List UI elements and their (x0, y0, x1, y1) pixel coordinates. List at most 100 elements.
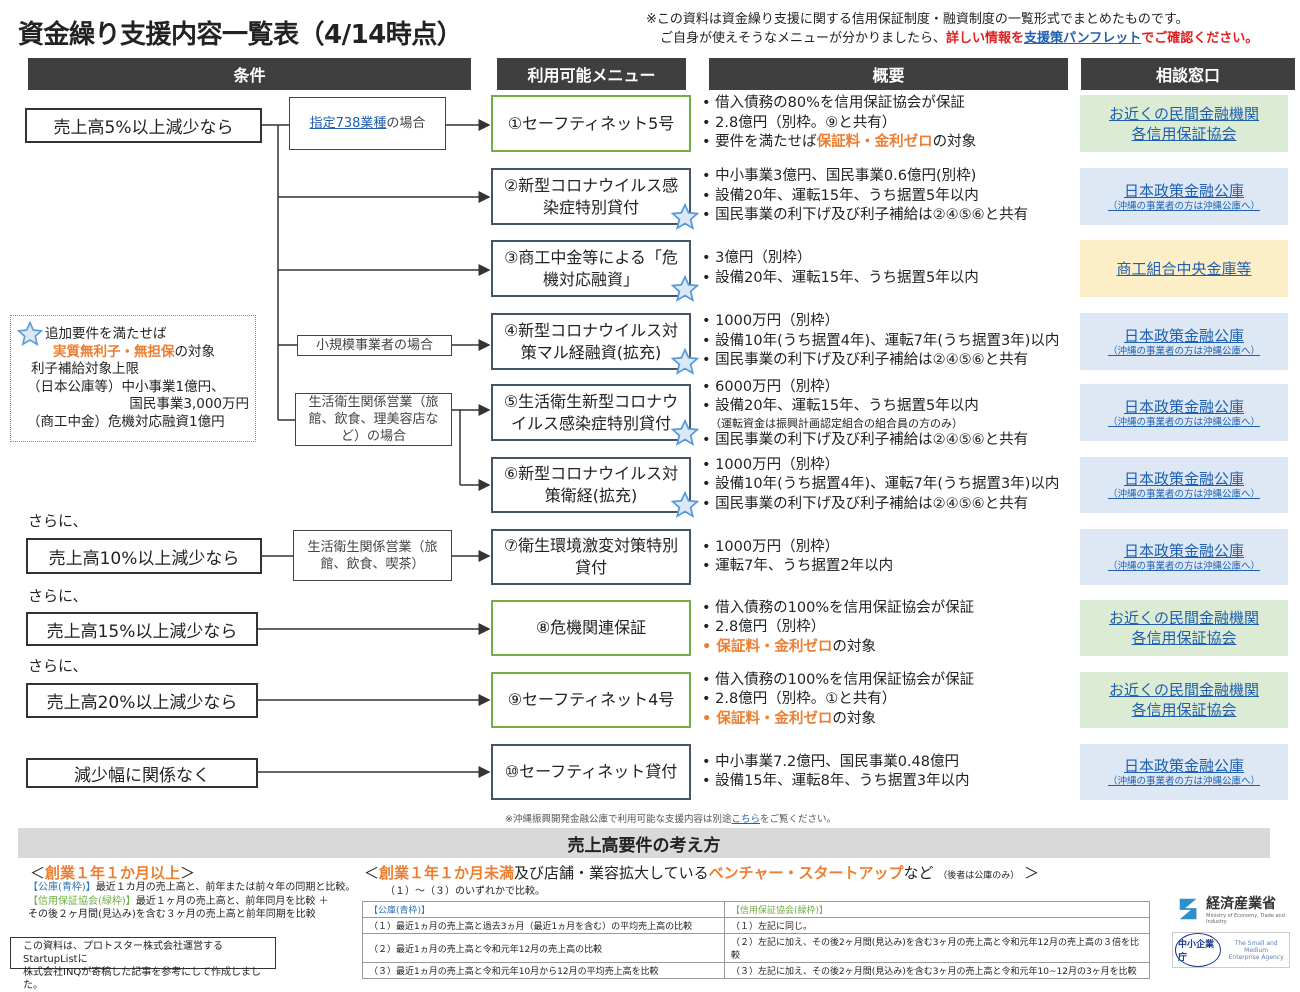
overview-emphasis: • 保証料・金利ゼロ (702, 638, 833, 655)
contact-box[interactable]: 日本政策金融公庫 （沖縄の事業者の方は沖縄公庫へ） (1080, 744, 1288, 800)
menu-item-4: ④新型コロナウイルス対策マル経融資(拡充) (491, 313, 691, 370)
further-label: さらに、 (28, 657, 88, 675)
overview-text: • 1000万円（別枠） (702, 456, 840, 473)
menu-label: ⑧危機関連保証 (535, 618, 647, 637)
designated-industries-link[interactable]: 指定738業種 (309, 116, 387, 131)
guarantee-tag: 【信用保証協会(緑枠)】 (28, 895, 136, 907)
right-heading: ＜創業１年１か月未満及び店舗・業容拡大しているベンチャー・スタートアップなど （… (364, 862, 1039, 883)
menu-label: ①セーフティネット5号 (507, 113, 675, 133)
contact-link[interactable]: お近くの民間金融機関 (1108, 609, 1259, 627)
overview-list: • 借入債務の100%を信用保証協会が保証 • 2.8億円（別枠） • 保証料・金利… (702, 599, 1082, 658)
explanation-line: その後２ヶ月間(見込み)を含む３ヶ月の売上高と前年同期を比較 (28, 909, 316, 920)
menu-item-3: ③商工中金等による「危機対応融資」 (491, 240, 691, 297)
table-cell: （３）左記に加え、その後2ヶ月間(見込み)を含む3ヶ月の売上高と令和元年10~1… (724, 962, 1150, 979)
overview-text: • 1000万円（別枠） (702, 538, 840, 555)
okinawa-link[interactable]: こちら (731, 814, 760, 825)
table-header: 【公庫(青枠)】 【信用保証協会(緑枠)】 (361, 901, 1150, 918)
contact-link[interactable]: 日本政策金融公庫 (1123, 397, 1244, 416)
left-heading: ＜創業１年１か月以上＞ (30, 862, 195, 883)
overview-line: • 設備20年、運転15年、うち据置5年以内 (702, 397, 1082, 417)
contact-box[interactable]: お近くの民間金融機関 各信用保証協会 (1080, 672, 1288, 728)
table-cell: （１）最近1ヵ月の売上高と過去3ヵ月（最近1ヵ月を含む）の平均売上高の比較 (361, 917, 726, 934)
contact-link[interactable]: 日本政策金融公庫 (1123, 542, 1244, 560)
contact-box[interactable]: 日本政策金融公庫 （沖縄の事業者の方は沖縄公庫へ） (1080, 457, 1288, 513)
sales-requirements-title: 売上高要件の考え方 (18, 828, 1270, 858)
contact-box[interactable]: 日本政策金融公庫 （沖縄の事業者の方は沖縄公庫へ） (1080, 313, 1288, 370)
contact-box[interactable]: 日本政策金融公庫 （沖縄の事業者の方は沖縄公庫へ） (1080, 529, 1288, 585)
contact-okinawa-link[interactable]: （沖縄の事業者の方は沖縄公庫へ） (1107, 416, 1260, 428)
menu-label: ⑥新型コロナウイルス対策衛経(拡充) (503, 464, 679, 505)
menu-item-7: ⑦衛生環境激変対策特別貸付 (491, 529, 691, 585)
condition-any: 減少幅に関係なく (26, 758, 258, 788)
overview-text: • 借入債務の100%を信用保証協会が保証 (702, 599, 975, 616)
bracket: ＞ (1024, 864, 1040, 882)
overview-text: の対象 (832, 710, 876, 727)
star-note-line: （日本公庫等）中小事業1億円、 (27, 378, 225, 395)
overview-line: • 国民事業の利下げ及び利子補給は②④⑤⑥と共有 (702, 495, 1082, 515)
credit-line: この資料は、プロトスター株式会社運営するStartupListに (23, 941, 223, 965)
overview-line: （運転資金は振興計画認定組合の組合員の方のみ） (702, 417, 1082, 431)
overview-text: • 設備20年、運転15年、うち据置5年以内 (702, 187, 979, 204)
star-note-line: （商工中金）危機対応融資1億円 (27, 413, 225, 430)
note-line1: ※この資料は資金繰り支援に関する信用保証制度・融資制度の一覧形式でまとめたもので… (646, 12, 1189, 27)
contact-okinawa-link[interactable]: （沖縄の事業者の方は沖縄公庫へ） (1107, 489, 1260, 500)
contact-link[interactable]: 各信用保証協会 (1131, 701, 1237, 719)
contact-box[interactable]: 日本政策金融公庫 （沖縄の事業者の方は沖縄公庫へ） (1080, 168, 1288, 225)
contact-okinawa-link[interactable]: （沖縄の事業者の方は沖縄公庫へ） (1107, 200, 1260, 212)
contact-link[interactable]: 日本政策金融公庫 (1123, 757, 1244, 775)
star-note-line: の対象 (174, 343, 216, 360)
contact-link[interactable]: 各信用保証協会 (1131, 124, 1237, 143)
overview-list: • 中小事業3億円、国民事業0.6億円(別枠) • 設備20年、運転15年、うち据… (702, 167, 1082, 226)
overview-line: • 2.8億円（別枠。①と共有） (702, 690, 1082, 710)
contact-link[interactable]: お近くの民間金融機関 (1108, 681, 1259, 699)
contact-okinawa-link[interactable]: （沖縄の事業者の方は沖縄公庫へ） (1107, 561, 1260, 572)
contact-okinawa-link[interactable]: （沖縄の事業者の方は沖縄公庫へ） (1107, 345, 1260, 357)
overview-line: • 国民事業の利下げ及び利子補給は②④⑤⑥と共有 (702, 206, 1082, 226)
sme-name-en: Enterprise Agency (1228, 953, 1284, 961)
overview-text: • 設備10年(うち据置4年)、運転7年(うち据置3年)以内 (702, 476, 1060, 493)
pamphlet-link[interactable]: 支援策パンフレット (1024, 31, 1142, 46)
header-menu: 利用可能メニュー (497, 58, 686, 90)
overview-text: • 2.8億円（別枠） (702, 619, 826, 636)
overview-emphasis: • 保証料・金利ゼロ (702, 710, 833, 727)
contact-link[interactable]: 日本政策金融公庫 (1123, 181, 1244, 200)
overview-line: • 国民事業の利下げ及び利子補給は②④⑤⑥と共有 (702, 431, 1082, 451)
menu-item-5: ⑤生活衛生新型コロナウイルス感染症特別貸付 (491, 384, 691, 441)
overview-text: • 運転7年、うち据置2年以内 (702, 558, 894, 574)
header-contact: 相談窓口 (1081, 58, 1295, 90)
note-emphasis: 詳しい情報を (946, 31, 1025, 46)
sme-agency-logo: 中小企業庁 The Small and Medium Enterprise Age… (1172, 932, 1290, 968)
overview-text: • 設備20年、運転15年、うち据置5年以内 (702, 269, 979, 286)
contact-link[interactable]: お近くの民間金融機関 (1108, 104, 1259, 123)
contact-box[interactable]: 日本政策金融公庫 （沖縄の事業者の方は沖縄公庫へ） (1080, 384, 1288, 441)
overview-text: • 要件を満たせば (702, 134, 817, 151)
overview-text: • 6000万円（別枠） (702, 378, 840, 395)
overview-list: • 1000万円（別枠） • 設備10年(うち据置4年)、運転7年(うち据置3年)… (702, 456, 1082, 515)
okinawa-note: ※沖縄振興開発金融公庫で利用可能な支援内容は別途こちらをご覧ください。 (505, 811, 836, 825)
menu-label: ④新型コロナウイルス対策マル経融資(拡充) (503, 320, 679, 362)
menu-label: ⑤生活衛生新型コロナウイルス感染症特別貸付 (503, 391, 679, 433)
meti-name-en: Ministry of Economy, Trade and Industry (1206, 913, 1285, 925)
contact-box[interactable]: お近くの民間金融機関 各信用保証協会 (1080, 95, 1288, 152)
contact-box[interactable]: お近くの民間金融機関 各信用保証協会 (1080, 600, 1288, 656)
contact-link[interactable]: 商工組合中央金庫等 (1116, 259, 1252, 278)
bracket: ＜ (364, 864, 380, 882)
contact-link[interactable]: 各信用保証協会 (1131, 629, 1237, 647)
overview-list: • 1000万円（別枠） • 設備10年(うち据置4年)、運転7年(うち据置3年)… (702, 312, 1082, 371)
bracket: ＜ (30, 864, 46, 882)
right-heading-text: など (903, 864, 934, 882)
table-header-guarantee: 【信用保証協会(緑枠)】 (724, 901, 1150, 918)
overview-line: • 保証料・金利ゼロの対象 (702, 710, 1082, 730)
table-cell: （１）左記に同じ。 (724, 917, 1150, 934)
overview-text: • 2.8億円（別枠。⑨と共有） (702, 114, 897, 131)
overview-line: • 設備20年、運転15年、うち据置5年以内 (702, 269, 1082, 289)
contact-link[interactable]: 日本政策金融公庫 (1123, 470, 1244, 488)
contact-box[interactable]: 商工組合中央金庫等 (1080, 240, 1288, 297)
overview-text: の対象 (932, 134, 977, 151)
contact-okinawa-link[interactable]: （沖縄の事業者の方は沖縄公庫へ） (1107, 776, 1260, 787)
overview-line: • 運転7年、うち据置2年以内 (702, 557, 1082, 577)
meti-logo: 経済産業省 Ministry of Economy, Trade and Indu… (1176, 893, 1300, 925)
page-title: 資金繰り支援内容一覧表（4/14時点） (18, 20, 463, 50)
contact-link[interactable]: 日本政策金融公庫 (1123, 326, 1244, 345)
star-icon (671, 491, 699, 518)
